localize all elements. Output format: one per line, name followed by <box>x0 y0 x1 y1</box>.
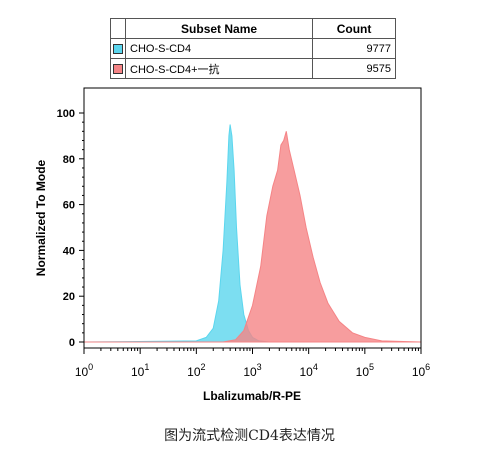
x-tick-label: 103 <box>243 362 261 379</box>
histogram-chart: 0 20 40 60 80 100 100 101 102 103 104 105 106 Lbaliz… <box>34 87 431 403</box>
series-area-2 <box>84 131 422 343</box>
x-tick-label: 102 <box>187 362 205 379</box>
y-tick-label: 60 <box>63 200 75 212</box>
legend-row: CHO-S-CD4+一抗 9575 <box>110 58 396 79</box>
x-tick-label: 106 <box>412 362 430 379</box>
legend-swatch-cyan <box>113 43 123 54</box>
y-tick-label: 40 <box>63 245 75 257</box>
y-tick-label: 100 <box>57 108 75 120</box>
series-layer <box>83 124 422 343</box>
y-tick-label: 20 <box>63 291 75 303</box>
x-tick-label: 105 <box>356 362 374 379</box>
x-axis-title: Lbalizumab/R-PE <box>203 389 301 403</box>
y-axis-title: Normalized To Mode <box>34 159 48 276</box>
figure-caption: 图为流式检测CD4表达情况 <box>164 428 335 444</box>
y-tick-label: 0 <box>69 337 75 349</box>
y-tick-label: 80 <box>63 154 75 166</box>
axes-layer: 0 20 40 60 80 100 100 101 102 103 104 105 106 <box>57 108 431 379</box>
legend-table: Subset Name Count CHO-S-CD4 9777 CHO-S-C… <box>110 18 396 79</box>
x-tick-label: 104 <box>299 362 317 379</box>
legend-header-name: Subset Name <box>124 18 314 39</box>
x-tick-label: 101 <box>131 362 149 379</box>
legend-subset-name: CHO-S-CD4+一抗 <box>124 58 314 79</box>
x-tick-label: 100 <box>75 362 93 379</box>
legend-subset-count: 9575 <box>312 58 396 79</box>
legend-swatch-red <box>113 63 123 74</box>
